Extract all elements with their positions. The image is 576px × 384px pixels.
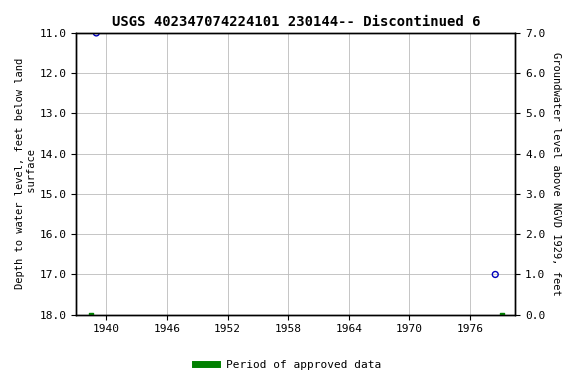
Legend: Period of approved data: Period of approved data [191,356,385,375]
Point [491,271,500,278]
Y-axis label: Depth to water level, feet below land
 surface: Depth to water level, feet below land su… [15,58,37,290]
Point [86,312,96,318]
Point [92,30,101,36]
Point [498,312,507,318]
Y-axis label: Groundwater level above NGVD 1929, feet: Groundwater level above NGVD 1929, feet [551,52,561,296]
Title: USGS 402347074224101 230144-- Discontinued 6: USGS 402347074224101 230144-- Discontinu… [112,15,480,29]
